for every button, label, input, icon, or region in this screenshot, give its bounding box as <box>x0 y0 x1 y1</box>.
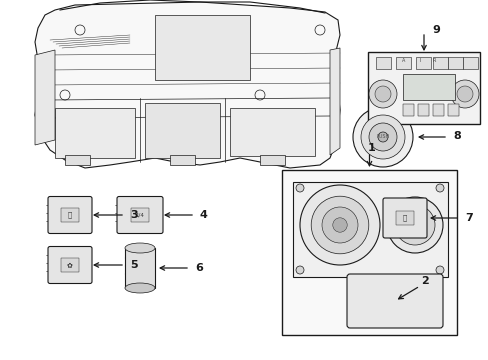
Circle shape <box>403 214 426 236</box>
Bar <box>125 248 155 288</box>
Text: 6: 6 <box>195 263 203 273</box>
Bar <box>292 182 447 277</box>
FancyBboxPatch shape <box>346 274 442 328</box>
Bar <box>432 104 443 116</box>
Bar <box>155 15 249 80</box>
Bar <box>145 103 220 158</box>
Bar <box>447 104 458 116</box>
Bar <box>282 170 456 335</box>
Text: ✿: ✿ <box>67 262 73 268</box>
Circle shape <box>299 185 379 265</box>
Ellipse shape <box>125 283 155 293</box>
Circle shape <box>377 132 387 142</box>
Text: 3: 3 <box>130 210 137 220</box>
Text: 2: 2 <box>420 276 428 286</box>
Bar <box>432 57 447 69</box>
FancyBboxPatch shape <box>48 247 92 284</box>
Bar <box>415 57 430 69</box>
Bar <box>375 57 390 69</box>
Bar <box>417 104 428 116</box>
FancyBboxPatch shape <box>117 197 163 234</box>
Polygon shape <box>329 48 339 155</box>
Bar <box>402 104 413 116</box>
Circle shape <box>450 80 478 108</box>
FancyBboxPatch shape <box>382 198 426 238</box>
Circle shape <box>394 205 434 245</box>
Bar <box>395 57 410 69</box>
Circle shape <box>310 196 368 254</box>
Bar <box>170 155 195 165</box>
Bar <box>61 208 79 222</box>
Bar <box>402 74 454 100</box>
Text: I: I <box>418 58 420 63</box>
Bar <box>55 108 135 158</box>
Circle shape <box>435 266 443 274</box>
Ellipse shape <box>125 243 155 253</box>
Text: 4: 4 <box>200 210 207 220</box>
Bar <box>229 108 314 156</box>
Circle shape <box>295 184 304 192</box>
Text: 1/4: 1/4 <box>135 212 144 217</box>
Bar <box>367 52 479 124</box>
Bar <box>462 57 477 69</box>
Circle shape <box>368 123 396 151</box>
Text: ⏚: ⏚ <box>402 215 407 221</box>
Circle shape <box>386 197 442 253</box>
Circle shape <box>368 80 396 108</box>
Text: 5: 5 <box>130 260 137 270</box>
Circle shape <box>374 86 390 102</box>
Polygon shape <box>35 50 55 145</box>
Circle shape <box>456 86 472 102</box>
Circle shape <box>295 266 304 274</box>
Bar <box>260 155 285 165</box>
Circle shape <box>332 218 346 232</box>
Bar <box>65 155 90 165</box>
Circle shape <box>435 184 443 192</box>
Text: ⏚: ⏚ <box>68 212 72 218</box>
Bar <box>61 258 79 272</box>
Circle shape <box>321 207 357 243</box>
Polygon shape <box>35 2 339 168</box>
Bar <box>395 211 413 225</box>
Text: A: A <box>402 58 405 63</box>
Bar <box>447 57 462 69</box>
FancyBboxPatch shape <box>48 197 92 234</box>
Text: 9: 9 <box>431 25 439 35</box>
Bar <box>131 208 149 222</box>
Text: 8: 8 <box>452 131 460 141</box>
Text: 7: 7 <box>464 213 472 223</box>
Circle shape <box>360 115 404 159</box>
Circle shape <box>352 107 412 167</box>
Text: R: R <box>431 58 435 63</box>
Text: 1: 1 <box>367 143 375 153</box>
Text: PUSH: PUSH <box>376 135 389 139</box>
